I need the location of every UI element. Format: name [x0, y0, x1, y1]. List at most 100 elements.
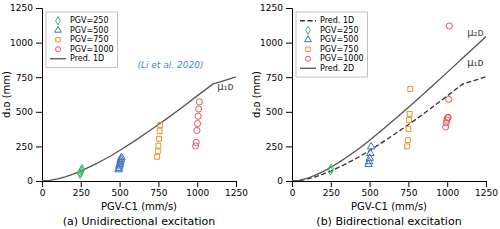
legend-swatch	[306, 47, 310, 51]
tick-mark	[236, 181, 237, 187]
legend-label: Pred. 2D	[320, 64, 354, 73]
axis-line	[293, 182, 487, 188]
legend-item: PGV=1000	[55, 45, 113, 54]
tick: 250	[323, 181, 340, 198]
plot-area	[42, 77, 236, 181]
tick-label: 500	[112, 188, 129, 198]
tick-label: 1000	[436, 188, 459, 198]
tick-mark	[486, 181, 487, 187]
tick-mark	[331, 181, 332, 187]
tick-label: 1250	[475, 188, 498, 198]
tick-label: 750	[150, 188, 167, 198]
tick: 0	[290, 181, 296, 198]
plot-area	[292, 23, 486, 181]
tick-mark	[286, 146, 292, 147]
chart-svg: 0 250 500 750 1000 1250 0 250 500 750 1000 1250 PGV-…	[0, 0, 500, 229]
legend-box	[296, 12, 368, 77]
x-axis: 025050075010001250	[290, 181, 499, 198]
tick-mark	[447, 181, 448, 187]
tick: 1250	[260, 3, 292, 13]
x-axis-title: PGV-C1 (mm/s)	[101, 201, 177, 212]
point	[405, 138, 410, 143]
legend-swatch	[300, 68, 316, 69]
point	[155, 149, 160, 154]
legend-label: PGV=250	[320, 26, 358, 35]
point	[196, 99, 202, 105]
tick: 500	[112, 181, 129, 198]
tick: 1250	[225, 181, 248, 198]
point	[155, 154, 160, 159]
point	[408, 87, 413, 92]
legend-item: Pred. 1D	[50, 54, 104, 63]
legend-swatch	[55, 47, 60, 52]
legend-item: Pred. 1D	[300, 16, 354, 25]
tick: 0	[277, 176, 292, 186]
tick: 500	[16, 107, 42, 117]
tick-mark	[36, 146, 42, 147]
annotation: μ₁ᴅ	[467, 57, 483, 68]
y-axis-title: d₂ᴅ (mm)	[251, 71, 262, 118]
tick: 1000	[436, 181, 459, 198]
tick: 250	[266, 142, 292, 152]
tick-label: 0	[40, 188, 46, 198]
tick-label: 0	[27, 176, 33, 186]
panel: 025050075010001250025050075010001250PGV-…	[251, 3, 498, 228]
tick: 0	[40, 181, 46, 198]
tick-label: 1250	[10, 3, 33, 13]
tick-label: 0	[290, 188, 296, 198]
legend-label: PGV=750	[70, 35, 108, 44]
tick: 750	[266, 73, 292, 83]
tick-mark	[370, 181, 371, 187]
tick-label: 1000	[10, 38, 33, 48]
legend-item: PGV=500	[55, 26, 109, 35]
point	[407, 118, 412, 123]
legend: Pred. 1DPGV=250PGV=500PGV=750PGV=1000Pre…	[296, 12, 368, 77]
legend-item: PGV=250	[56, 16, 109, 25]
legend-swatch	[305, 56, 310, 61]
tick: 1000	[10, 38, 42, 48]
line	[292, 77, 486, 181]
legend-swatch	[55, 26, 62, 32]
legend-label: PGV=1000	[320, 54, 364, 63]
tick-label: 500	[16, 107, 33, 117]
axis-line	[43, 182, 237, 188]
point	[157, 136, 162, 141]
point	[194, 120, 200, 126]
point	[445, 114, 451, 120]
tick-label: 0	[277, 176, 283, 186]
tick-mark	[36, 43, 42, 44]
tick-mark	[286, 77, 292, 78]
point	[367, 149, 374, 155]
point	[194, 127, 200, 133]
tick-label: 500	[266, 107, 283, 117]
legend-item: PGV=250	[306, 26, 359, 35]
y-axis: 025050075010001250	[260, 3, 292, 186]
legend-label: PGV=250	[70, 16, 108, 25]
point	[196, 106, 202, 112]
point	[328, 164, 333, 173]
point	[193, 139, 199, 145]
legend-item: PGV=500	[305, 35, 359, 44]
tick-mark	[120, 181, 121, 187]
legend-label: PGV=500	[320, 35, 358, 44]
legend-item: Pred. 2D	[300, 64, 354, 73]
legend-swatch	[50, 58, 66, 59]
tick-mark	[36, 8, 42, 9]
tick: 750	[16, 73, 42, 83]
tick-label: 1000	[186, 188, 209, 198]
tick-mark	[36, 112, 42, 113]
tick-mark	[286, 43, 292, 44]
tick-mark	[197, 181, 198, 187]
tick-mark	[286, 181, 292, 182]
legend-label: PGV=1000	[70, 45, 114, 54]
y-axis: 025050075010001250	[10, 3, 42, 186]
point	[405, 144, 410, 149]
tick-mark	[81, 181, 82, 187]
point	[118, 153, 125, 159]
tick-label: 1250	[225, 188, 248, 198]
point	[158, 122, 163, 127]
legend-item: PGV=1000	[305, 54, 363, 63]
legend-label: PGV=750	[320, 45, 358, 54]
panel: 025050075010001250025050075010001250PGV-…	[1, 3, 248, 228]
tick: 500	[362, 181, 379, 198]
